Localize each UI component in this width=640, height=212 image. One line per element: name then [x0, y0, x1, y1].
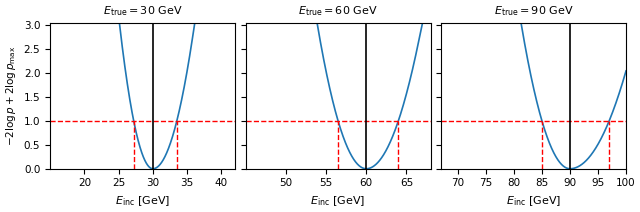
- Title: $E_{\mathrm{true}} = 90$ GeV: $E_{\mathrm{true}} = 90$ GeV: [493, 4, 573, 18]
- X-axis label: $E_{\mathrm{inc}}$ [GeV]: $E_{\mathrm{inc}}$ [GeV]: [115, 194, 170, 208]
- X-axis label: $E_{\mathrm{inc}}$ [GeV]: $E_{\mathrm{inc}}$ [GeV]: [310, 194, 365, 208]
- Title: $E_{\mathrm{true}} = 30$ GeV: $E_{\mathrm{true}} = 30$ GeV: [103, 4, 182, 18]
- X-axis label: $E_{\mathrm{inc}}$ [GeV]: $E_{\mathrm{inc}}$ [GeV]: [506, 194, 561, 208]
- Title: $E_{\mathrm{true}} = 60$ GeV: $E_{\mathrm{true}} = 60$ GeV: [298, 4, 378, 18]
- Y-axis label: $-2\log p + 2\log p_{\mathrm{max}}$: $-2\log p + 2\log p_{\mathrm{max}}$: [4, 45, 18, 146]
